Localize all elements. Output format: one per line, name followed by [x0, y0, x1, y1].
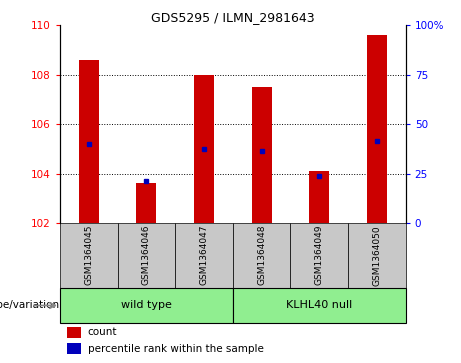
Bar [67, 343, 81, 354]
Text: genotype/variation: genotype/variation [0, 301, 60, 310]
Bar [367, 35, 387, 223]
Bar [67, 327, 81, 338]
Bar [348, 223, 406, 287]
Bar [252, 87, 272, 223]
Bar [194, 75, 214, 223]
Bar [233, 223, 290, 287]
Text: GSM1364050: GSM1364050 [372, 225, 381, 286]
Bar [118, 223, 175, 287]
Bar [233, 287, 406, 323]
Text: GSM1364046: GSM1364046 [142, 225, 151, 285]
Bar [60, 287, 233, 323]
Bar [309, 171, 329, 223]
Bar [79, 60, 99, 223]
Bar [136, 183, 156, 223]
Text: percentile rank within the sample: percentile rank within the sample [88, 344, 264, 354]
Text: KLHL40 null: KLHL40 null [286, 301, 352, 310]
Text: count: count [88, 327, 117, 338]
Bar [290, 223, 348, 287]
Bar [60, 223, 118, 287]
Text: GSM1364047: GSM1364047 [200, 225, 208, 285]
Title: GDS5295 / ILMN_2981643: GDS5295 / ILMN_2981643 [151, 11, 314, 24]
Text: GSM1364049: GSM1364049 [315, 225, 324, 285]
Bar [175, 223, 233, 287]
Text: GSM1364045: GSM1364045 [84, 225, 93, 285]
Text: GSM1364048: GSM1364048 [257, 225, 266, 285]
Text: wild type: wild type [121, 301, 172, 310]
